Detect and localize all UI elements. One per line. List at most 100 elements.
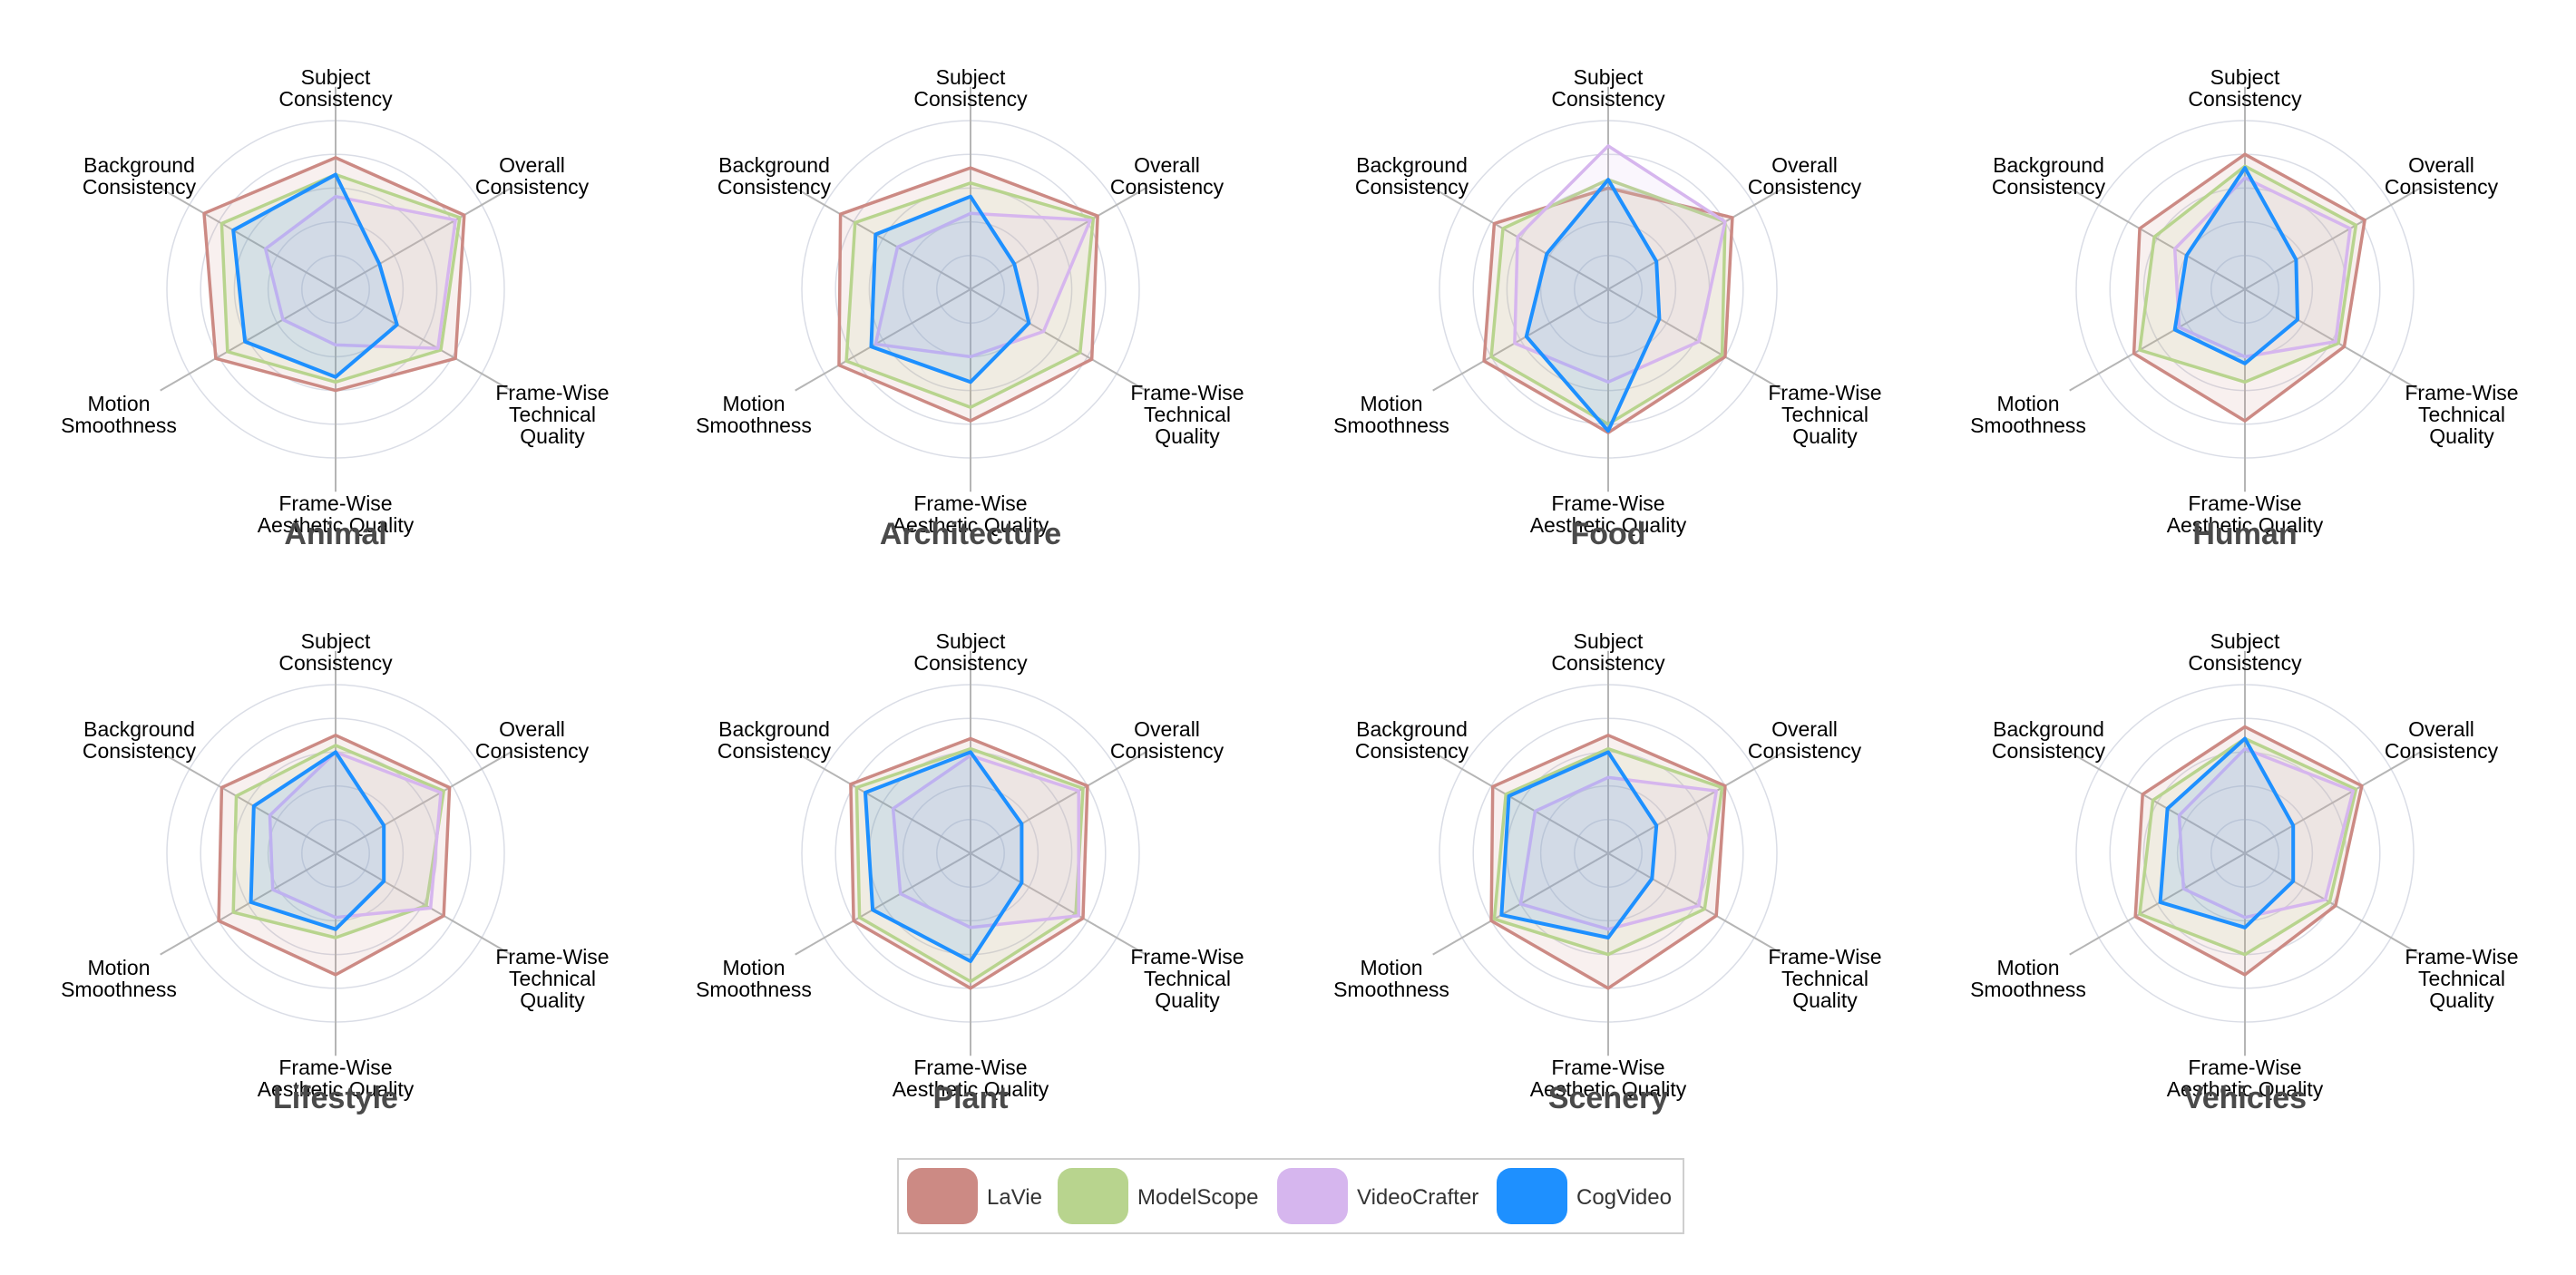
axis-label: Motion (1996, 392, 2059, 415)
series-lavie-polygon (2132, 152, 2366, 423)
axis-label: Overall (1771, 717, 1838, 741)
series-modelscope-polygon (1492, 746, 1724, 957)
axis-label: Frame-Wise (278, 492, 392, 515)
radar-chart-animal: SubjectConsistencyOverallConsistencyFram… (61, 65, 610, 551)
axis-label: Technical (2418, 403, 2505, 426)
axis-label: Consistency (1110, 739, 1225, 763)
series-cogvideo-polygon (869, 194, 1031, 384)
chart-title: Vehicles (2183, 1081, 2307, 1115)
axis-label: Quality (2429, 424, 2494, 448)
axis-spoke (1432, 751, 1609, 854)
series-modelscope-polygon (844, 181, 1096, 409)
axis-label: Smoothness (1970, 414, 2086, 437)
axis-label: Quality (1155, 424, 1220, 448)
series-videocrafter-polygon (1518, 775, 1718, 931)
axis-label: Consistency (475, 175, 590, 199)
radar-chart-scenery: SubjectConsistencyOverallConsistencyFram… (1333, 629, 1882, 1115)
axis-label: Overall (2408, 153, 2474, 177)
axis-label: Consistency (1992, 175, 2106, 199)
series-videocrafter-polygon (268, 750, 443, 920)
axis-spoke (1607, 288, 1784, 392)
axis-label: Consistency (717, 739, 832, 763)
axis-label: Frame-Wise (1551, 492, 1664, 515)
axis-label: Technical (1781, 403, 1869, 426)
series-videocrafter-polygon (2172, 176, 2352, 359)
axis-label: Consistency (475, 739, 590, 763)
axis-spoke (335, 852, 512, 956)
series-modelscope-polygon (220, 172, 462, 384)
axis-label: Frame-Wise (2188, 492, 2301, 515)
series-lavie-polygon (202, 156, 466, 393)
axis-label: Overall (2408, 717, 2474, 741)
axis-label: Motion (1360, 392, 1422, 415)
axis-label: Consistency (278, 87, 393, 111)
axis-spoke (2244, 751, 2421, 854)
axis-label: Motion (87, 956, 150, 979)
axis-label: Motion (722, 392, 785, 415)
axis-label: Consistency (1355, 175, 1469, 199)
series-modelscope-polygon (231, 744, 445, 939)
axis-spoke (2069, 288, 2246, 392)
axis-label: Smoothness (61, 978, 177, 1001)
axis-label: Background (1356, 717, 1468, 741)
axis-spoke (1432, 187, 1609, 290)
axis-label: Subject (301, 65, 371, 89)
axis-label: Subject (936, 629, 1006, 653)
axis-label: Motion (722, 956, 785, 979)
axis-label: Consistency (913, 651, 1028, 675)
radar-chart-lifestyle: SubjectConsistencyOverallConsistencyFram… (61, 629, 610, 1115)
axis-label: Quality (1792, 424, 1858, 448)
chart-title: Food (1570, 517, 1645, 551)
axis-spoke (970, 751, 1147, 854)
axis-label: Consistency (83, 739, 197, 763)
axis-label: Consistency (1992, 739, 2106, 763)
axis-label: Subject (1574, 629, 1644, 653)
series-cogvideo-polygon (249, 750, 386, 931)
axis-label: Consistency (2385, 739, 2499, 763)
series-videocrafter-polygon (1513, 144, 1727, 384)
axis-label: Consistency (1110, 175, 1225, 199)
axis-label: Frame-Wise (2405, 381, 2518, 404)
axis-label: Motion (1360, 956, 1422, 979)
axis-label: Quality (1155, 988, 1220, 1012)
axis-label: Quality (520, 424, 585, 448)
axis-label: Overall (1771, 153, 1838, 177)
axis-label: Consistency (717, 175, 832, 199)
axis-spoke (2244, 187, 2421, 290)
radar-chart-architecture: SubjectConsistencyOverallConsistencyFram… (696, 65, 1244, 551)
axis-label: Background (1993, 717, 2104, 741)
axis-label: Aesthetic Quality (1530, 1077, 1687, 1101)
series-videocrafter-polygon (263, 194, 457, 350)
axis-spoke (335, 751, 512, 854)
axis-label: Technical (1144, 967, 1231, 990)
radar-chart-human: SubjectConsistencyOverallConsistencyFram… (1970, 65, 2519, 551)
legend-swatch-modelscope (1058, 1168, 1128, 1224)
axis-label: Frame-Wise (278, 1056, 392, 1079)
axis-label: Quality (520, 988, 585, 1012)
axis-label: Frame-Wise (2188, 1056, 2301, 1079)
axis-spoke (970, 852, 1147, 956)
axis-label: Background (718, 717, 830, 741)
series-cogvideo-polygon (1499, 750, 1659, 939)
axis-label: Technical (2418, 967, 2505, 990)
axis-label: Frame-Wise (1551, 1056, 1664, 1079)
axis-spoke (970, 288, 1147, 392)
axis-label: Consistency (2385, 175, 2499, 199)
series-modelscope-polygon (2138, 736, 2358, 957)
axis-label: Consistency (83, 175, 197, 199)
axis-label: Motion (87, 392, 150, 415)
axis-spoke (2244, 852, 2421, 956)
axis-label: Technical (509, 967, 596, 990)
series-cogvideo-polygon (2158, 736, 2296, 929)
series-lavie-polygon (849, 736, 1089, 990)
series-videocrafter-polygon (2177, 746, 2355, 920)
radar-chart-vehicles: SubjectConsistencyOverallConsistencyFram… (1970, 629, 2519, 1115)
axis-label: Smoothness (1970, 978, 2086, 1001)
axis-spoke (160, 187, 337, 290)
series-modelscope-polygon (2138, 164, 2358, 384)
axis-spoke (160, 751, 337, 854)
axis-label: Frame-Wise (495, 945, 609, 968)
axis-label: Background (718, 153, 830, 177)
legend-swatch-videocrafter (1277, 1168, 1348, 1224)
